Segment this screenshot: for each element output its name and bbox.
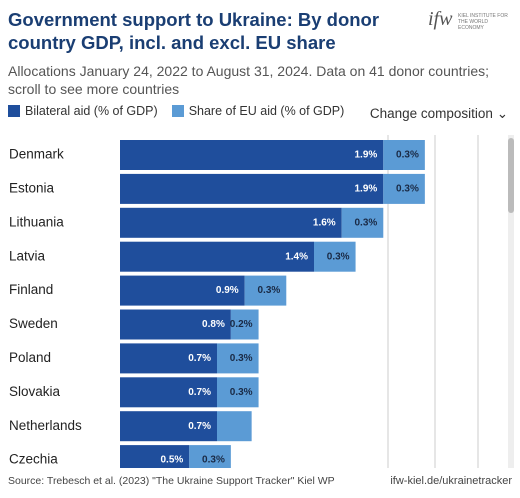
category-label: Latvia xyxy=(9,248,46,263)
value-label: 0.3% xyxy=(230,353,253,364)
bar-segment xyxy=(120,343,217,374)
value-label: 1.9% xyxy=(354,184,377,195)
category-label: Sweden xyxy=(9,316,58,331)
logo-text: KIEL INSTITUTE FOR THE WORLD ECONOMY xyxy=(458,13,508,31)
dropdown-label[interactable]: Change composition xyxy=(369,106,493,121)
bar-segment xyxy=(120,275,245,306)
dropdown-arrow[interactable]: ⌄ xyxy=(496,106,508,121)
value-label: 1.6% xyxy=(313,217,336,228)
logo-mark: ifw xyxy=(428,8,453,30)
link[interactable]: ifw-kiel.de/ukrainetracker xyxy=(390,475,512,487)
value-label: 0.3% xyxy=(354,217,377,228)
value-label: 0.7% xyxy=(188,387,211,398)
bar-segment xyxy=(217,377,259,408)
value-label: 0.7% xyxy=(188,421,211,432)
value-label: 0.8% xyxy=(202,319,225,330)
category-label: Denmark xyxy=(9,147,64,162)
bar-segment xyxy=(341,207,384,238)
category-label: Lithuania xyxy=(9,214,64,229)
bar-segment xyxy=(230,309,259,340)
plot: Denmark 1.9% 0.3% Estonia 1.9% 0.3% Lithuania 1… xyxy=(9,140,425,468)
bar-segment xyxy=(120,207,342,238)
chart-subtitle: Allocations January 24, 2022 to August 3… xyxy=(8,63,489,97)
source: Source: Trebesch et al. (2023) "The Ukra… xyxy=(8,475,335,487)
value-label: 0.3% xyxy=(230,387,253,398)
scrollbar-track[interactable] xyxy=(508,135,514,468)
bar-segment xyxy=(383,173,425,204)
bar-segment xyxy=(314,241,356,272)
bar-segment xyxy=(217,343,259,374)
dropdown[interactable]: Change composition ⌄ xyxy=(370,106,508,122)
value-label: 1.4% xyxy=(285,251,308,262)
legend-item: Bilateral aid (% of GDP) xyxy=(8,104,158,118)
value-label: 0.3% xyxy=(327,251,350,262)
bar-segment xyxy=(120,140,384,170)
value-label: 0.9% xyxy=(216,285,239,296)
bar-segment xyxy=(120,241,314,272)
legend-swatch xyxy=(171,105,184,117)
bar-segment xyxy=(383,140,425,170)
bar-segment xyxy=(120,445,190,468)
bar-segment xyxy=(120,411,217,442)
legend-label: Share of EU aid (% of GDP) xyxy=(188,104,345,118)
bar-segment xyxy=(120,377,217,408)
legend-swatch xyxy=(8,105,20,117)
value-label: 0.5% xyxy=(160,455,183,466)
bar-segment xyxy=(189,445,231,468)
bar-segment xyxy=(120,309,231,340)
category-label: Slovakia xyxy=(9,384,61,399)
logo: ifw KIEL INSTITUTE FOR THE WORLD ECONOMY xyxy=(418,6,514,42)
value-label: 0.7% xyxy=(188,353,211,364)
value-label: 1.9% xyxy=(354,150,377,161)
bar-segment xyxy=(244,275,287,306)
category-label: Czechia xyxy=(9,452,58,467)
bar-segment xyxy=(120,173,384,204)
scrollbar-thumb[interactable] xyxy=(508,138,514,213)
value-label: 0.3% xyxy=(396,150,419,161)
bar-segment xyxy=(217,411,252,442)
chart-title: Government support to Ukraine: By donor … xyxy=(8,9,380,53)
legend-label: Bilateral aid (% of GDP) xyxy=(25,104,158,118)
category-label: Estonia xyxy=(9,180,55,195)
legend-item: Share of EU aid (% of GDP) xyxy=(171,104,345,118)
value-label: 0.3% xyxy=(202,455,225,466)
category-label: Poland xyxy=(9,350,51,365)
value-label: 0.3% xyxy=(396,184,419,195)
legend: Bilateral aid (% of GDP) Share of EU aid… xyxy=(8,104,344,118)
category-label: Netherlands xyxy=(9,418,82,433)
category-label: Finland xyxy=(9,282,53,297)
value-label: 0.2% xyxy=(230,319,253,330)
value-label: 0.3% xyxy=(257,285,280,296)
